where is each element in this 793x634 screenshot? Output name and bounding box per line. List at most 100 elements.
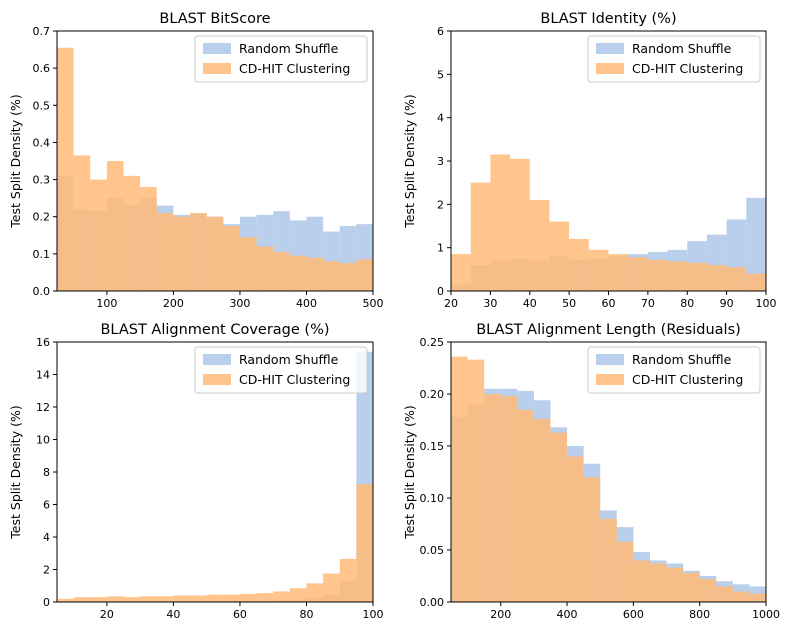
x-tick-label: 60	[602, 297, 616, 310]
x-tick-label: 100	[363, 608, 384, 621]
y-tick-label: 0.4	[33, 136, 51, 149]
bar-cd-hit-clustering	[749, 593, 766, 602]
bar-cd-hit-clustering	[140, 596, 157, 602]
bar-cd-hit-clustering	[206, 594, 224, 602]
bar-cd-hit-clustering	[289, 255, 307, 291]
x-tick-label: 80	[299, 608, 313, 621]
y-tick-label: 0	[43, 596, 50, 609]
legend: Random Shuffle CD-HIT Clustering	[194, 346, 368, 394]
x-tick-label: 400	[557, 608, 578, 621]
legend-label-cd-hit-clustering: CD-HIT Clustering	[632, 61, 743, 76]
panel-alignment-length: 200 400 600 800 1000 0.00 0.05 0.10 0.15 0.20 0.25…	[402, 322, 780, 621]
chart-title: BLAST Alignment Length (Residuals)	[476, 322, 741, 338]
bar-cd-hit-clustering	[583, 477, 601, 602]
y-axis-label: Test Split Density (%)	[402, 94, 417, 228]
bar-cd-hit-clustering	[106, 161, 124, 291]
y-tick-label: 0.25	[420, 336, 445, 349]
bar-cd-hit-clustering	[649, 563, 667, 602]
x-tick-label: 500	[363, 297, 384, 310]
panel-identity: 20 30 40 50 60 70 80 90 100 0 1 2 3 4 5 6 BLAST Identity…	[402, 11, 777, 310]
x-tick-label: 40	[166, 608, 180, 621]
chart-title: BLAST Identity (%)	[540, 11, 676, 27]
legend-swatch-random-shuffle	[203, 354, 231, 365]
bar-cd-hit-clustering	[356, 484, 373, 602]
bar-cd-hit-clustering	[339, 263, 357, 291]
bar-cd-hit-clustering	[106, 596, 124, 602]
y-tick-label: 6	[43, 499, 50, 512]
bar-cd-hit-clustering	[683, 572, 700, 602]
y-tick-label: 0.05	[420, 544, 445, 557]
bar-cd-hit-clustering	[666, 567, 684, 602]
bar-cd-hit-clustering	[490, 154, 511, 291]
y-tick-label: 0.0	[33, 285, 51, 298]
bar-cd-hit-clustering	[716, 586, 733, 602]
y-tick-label: 0.5	[33, 99, 51, 112]
bar-cd-hit-clustering	[699, 579, 717, 602]
x-tick-label: 800	[689, 608, 710, 621]
y-tick-label: 6	[437, 25, 444, 38]
bar-cd-hit-clustering	[90, 179, 107, 291]
panel-alignment-coverage: 20 40 60 80 100 0 2 4 6 8 10 12 14 16 BLAST Alignment …	[8, 322, 384, 621]
y-tick-label: 4	[437, 112, 444, 125]
legend: Random Shuffle CD-HIT Clustering	[587, 35, 761, 83]
bar-cd-hit-clustering	[57, 47, 74, 292]
bar-cd-hit-clustering	[567, 456, 584, 602]
legend-swatch-random-shuffle	[596, 43, 624, 54]
x-tick-label: 80	[680, 297, 694, 310]
bar-cd-hit-clustering	[510, 158, 530, 291]
bar-cd-hit-clustering	[289, 588, 307, 602]
bar-cd-hit-clustering	[73, 597, 91, 603]
bar-cd-hit-clustering	[628, 257, 648, 291]
y-tick-label: 0.20	[420, 388, 445, 401]
x-tick-label: 90	[720, 297, 734, 310]
bar-cd-hit-clustering	[529, 200, 550, 291]
legend-label-random-shuffle: Random Shuffle	[239, 41, 339, 56]
bar-cd-hit-clustering	[206, 216, 224, 291]
y-tick-label: 3	[437, 155, 444, 168]
legend-box	[587, 35, 761, 83]
x-tick-label: 40	[523, 297, 537, 310]
y-tick-label: 0.00	[420, 596, 445, 609]
bar-cd-hit-clustering	[173, 595, 191, 602]
legend: Random Shuffle CD-HIT Clustering	[194, 35, 368, 83]
legend-box	[587, 346, 761, 394]
y-tick-label: 16	[36, 336, 50, 349]
bar-cd-hit-clustering	[273, 252, 290, 291]
y-tick-label: 2	[43, 564, 50, 577]
legend-box	[194, 346, 368, 394]
x-tick-label: 200	[490, 608, 511, 621]
y-tick-label: 0.6	[33, 62, 51, 75]
y-tick-label: 2	[437, 198, 444, 211]
bar-cd-hit-clustering	[306, 257, 324, 291]
chart-title: BLAST Alignment Coverage (%)	[100, 322, 329, 338]
bar-cd-hit-clustering	[687, 262, 707, 291]
x-tick-label: 100	[756, 297, 777, 310]
y-axis-label: Test Split Density (%)	[402, 405, 417, 539]
y-tick-label: 0.10	[420, 492, 445, 505]
bar-cd-hit-clustering	[732, 591, 750, 602]
y-tick-label: 8	[43, 466, 50, 479]
y-tick-label: 4	[43, 531, 50, 544]
legend-label-cd-hit-clustering: CD-HIT Clustering	[632, 372, 743, 387]
y-tick-label: 0.2	[33, 211, 51, 224]
legend-label-cd-hit-clustering: CD-HIT Clustering	[239, 61, 350, 76]
bar-cd-hit-clustering	[569, 239, 589, 291]
legend-label-cd-hit-clustering: CD-HIT Clustering	[239, 372, 350, 387]
legend-swatch-cd-hit-clustering	[203, 63, 231, 74]
bar-cd-hit-clustering	[190, 213, 207, 291]
x-tick-label: 70	[641, 297, 655, 310]
bar-cd-hit-clustering	[273, 591, 290, 602]
x-tick-label: 600	[623, 608, 644, 621]
bar-cd-hit-clustering	[500, 396, 518, 602]
bar-cd-hit-clustering	[123, 597, 141, 603]
chart-title: BLAST BitScore	[159, 11, 270, 27]
legend-box	[194, 35, 368, 83]
bar-cd-hit-clustering	[517, 409, 534, 602]
bar-cd-hit-clustering	[73, 155, 91, 291]
x-tick-label: 60	[233, 608, 247, 621]
legend-swatch-cd-hit-clustering	[596, 374, 624, 385]
y-tick-label: 0.3	[33, 174, 51, 187]
x-tick-label: 200	[163, 297, 184, 310]
bar-cd-hit-clustering	[484, 394, 501, 602]
